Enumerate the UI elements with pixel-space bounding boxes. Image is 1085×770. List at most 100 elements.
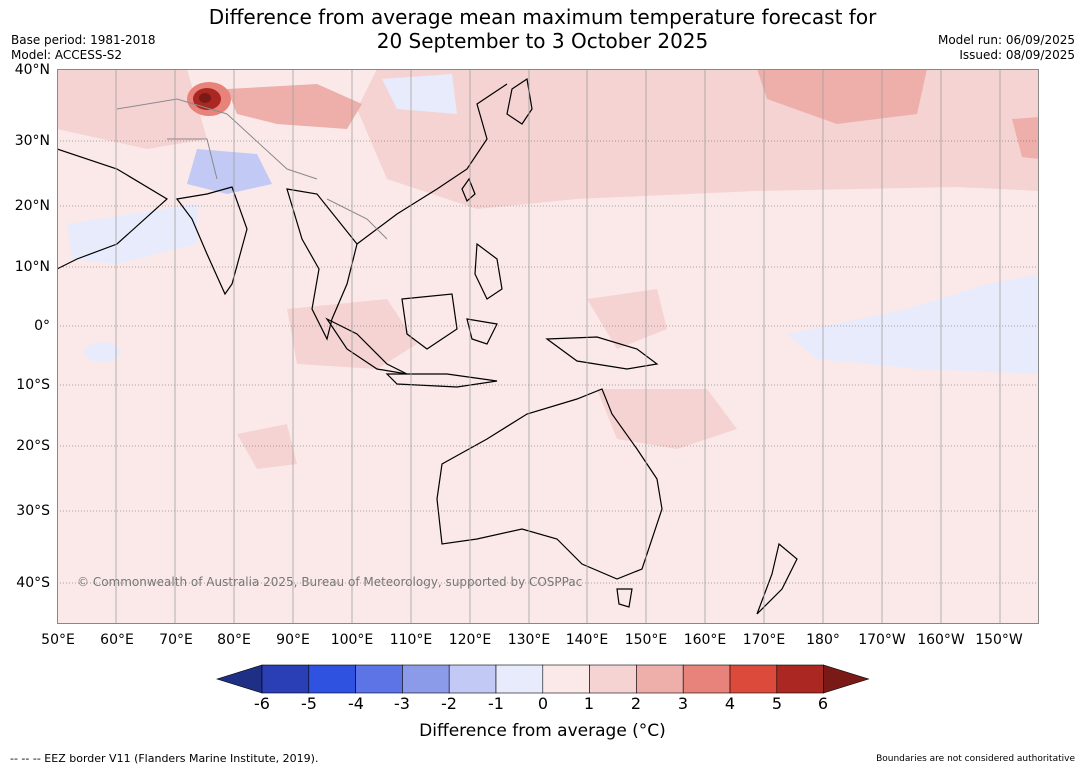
colorbar-segment	[589, 664, 637, 694]
arabia-coast	[57, 148, 169, 270]
taiwan	[461, 177, 476, 203]
philippines	[474, 242, 503, 300]
colorbar-segment	[542, 664, 590, 694]
colorbar-tick: -4	[348, 694, 364, 713]
warm-area-coral-sea	[597, 389, 737, 449]
warm-area-east	[1012, 117, 1039, 159]
cool-area-arabian-sea	[67, 204, 197, 264]
lat-label: 30°N	[14, 133, 50, 149]
coastlines	[57, 77, 798, 615]
lat-label: 20°S	[16, 438, 50, 454]
issued-date: Issued: 08/09/2025	[959, 48, 1075, 62]
country-borders	[116, 98, 388, 240]
meta-right: Model run: 06/09/2025 Issued: 08/09/2025	[938, 33, 1075, 63]
lon-label: 140°E	[565, 632, 609, 648]
lat-label: 10°S	[16, 377, 50, 393]
colorbar-segments	[216, 664, 870, 694]
colorbar-segment	[402, 664, 450, 694]
lon-label: 110°E	[389, 632, 433, 648]
india-coast	[175, 186, 248, 296]
lat-label: 30°S	[16, 503, 50, 519]
lon-label: 150°E	[624, 632, 668, 648]
colorbar-segment	[636, 664, 684, 694]
cool-area-india	[187, 149, 272, 194]
colorbar-segment	[495, 664, 544, 694]
warm-area-north-pacific	[757, 69, 927, 124]
colorbar-tick: 0	[537, 694, 549, 713]
lon-label: 150°W	[975, 632, 1023, 648]
colorbar-segment	[355, 664, 403, 694]
forecast-map: © Commonwealth of Australia 2025, Bureau…	[57, 69, 1039, 624]
warm-area-west-asia	[57, 69, 207, 149]
lon-label: 120°E	[448, 632, 492, 648]
borneo	[401, 293, 458, 350]
lat-label: 10°N	[14, 259, 50, 275]
new-zealand	[756, 542, 798, 615]
colorbar-extend-high	[823, 664, 870, 694]
eez-border-note: -- -- -- EEZ border V11 (Flanders Marine…	[10, 752, 319, 765]
lon-label: 80°E	[217, 632, 251, 648]
lon-label: 180°	[806, 632, 840, 648]
cool-area-equatorial-pacific	[787, 274, 1039, 374]
colorbar-tick: -2	[441, 694, 457, 713]
warm-area-new-guinea	[587, 289, 667, 349]
model-run: Model run: 06/09/2025	[937, 33, 1075, 47]
lon-label: 170°W	[858, 632, 906, 648]
copyright-notice: © Commonwealth of Australia 2025, Bureau…	[77, 575, 582, 589]
australia-coast	[436, 388, 663, 580]
colorbar-segment	[448, 664, 497, 694]
colorbar-tick: 5	[771, 694, 783, 713]
lon-label: 130°E	[507, 632, 551, 648]
colorbar-segment	[682, 664, 731, 694]
colorbar-tick: -6	[254, 694, 270, 713]
boundaries-disclaimer: Boundaries are not considered authoritat…	[876, 754, 1075, 764]
border-line-3	[326, 198, 388, 240]
lat-label: 40°N	[14, 62, 50, 78]
lat-label: 40°S	[16, 575, 50, 591]
colorbar-label: Difference from average (°C)	[419, 721, 666, 741]
colorbar-segment	[729, 664, 778, 694]
meridians	[115, 69, 1001, 624]
cool-area-indian-ocean	[84, 342, 120, 362]
colorbar-tick: -1	[488, 694, 504, 713]
china-coast	[356, 83, 508, 245]
colorbar-tick: -3	[394, 694, 410, 713]
colorbar-tick: 4	[724, 694, 736, 713]
title-line-1: Difference from average mean maximum tem…	[208, 5, 877, 29]
colorbar-extend-low	[216, 664, 263, 694]
title-line-2: 20 September to 3 October 2025	[376, 29, 709, 53]
new-guinea	[545, 336, 659, 370]
map-frame	[57, 69, 1039, 624]
meta-left: Base period: 1981-2018 Model: ACCESS-S2	[11, 33, 156, 63]
lon-label: 70°E	[159, 632, 193, 648]
lon-label: 90°E	[276, 632, 310, 648]
colorbar-segment	[776, 664, 824, 694]
base-period: Base period: 1981-2018	[11, 33, 156, 47]
indochina-coast	[286, 188, 358, 341]
border-line-2	[167, 138, 218, 180]
lon-label: 60°E	[100, 632, 134, 648]
lon-label: 160°E	[683, 632, 727, 648]
colorbar-segment	[308, 664, 356, 694]
lon-label: 170°E	[742, 632, 786, 648]
lon-label: 50°E	[41, 632, 75, 648]
lat-label: 20°N	[14, 198, 50, 214]
tasmania	[616, 588, 633, 608]
java-islands	[385, 373, 498, 388]
warm-area-south-indian	[237, 424, 297, 469]
colorbar-tick: 1	[583, 694, 595, 713]
colorbar-tick: 2	[630, 694, 642, 713]
hot-spot-core	[199, 93, 211, 103]
colorbar-segment	[261, 664, 310, 694]
lat-label: 0°	[34, 318, 50, 334]
cool-area-tibet	[382, 74, 457, 114]
lon-label: 100°E	[330, 632, 374, 648]
colorbar-tick: 6	[817, 694, 829, 713]
warm-area-himalaya	[227, 84, 362, 129]
model-name: Model: ACCESS-S2	[11, 48, 123, 62]
colorbar-tick: -5	[301, 694, 317, 713]
korea-japan	[506, 77, 533, 125]
colorbar	[216, 664, 870, 694]
lon-label: 160°W	[917, 632, 965, 648]
map-title: Difference from average mean maximum tem…	[0, 5, 1085, 53]
